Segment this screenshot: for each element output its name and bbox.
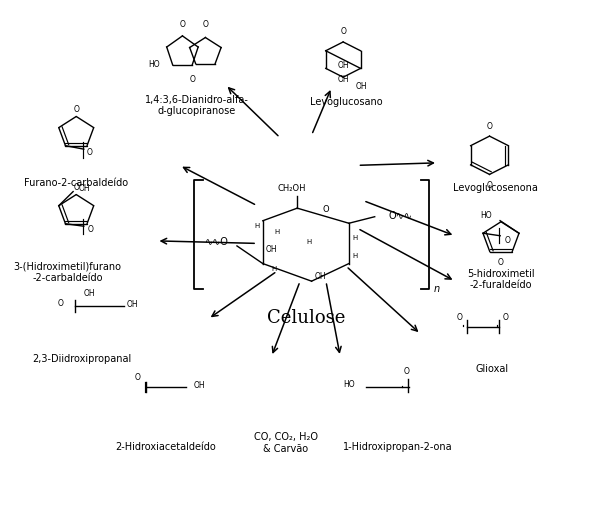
Text: O: O <box>498 258 504 267</box>
Text: n: n <box>434 284 440 294</box>
Text: 1-Hidroxipropan-2-ona: 1-Hidroxipropan-2-ona <box>343 442 453 453</box>
Text: CO, CO₂, H₂O
& Carvão: CO, CO₂, H₂O & Carvão <box>254 432 318 454</box>
Text: CH₂OH: CH₂OH <box>277 184 306 193</box>
Text: 3-(Hidroximetil)furano
-2-carbaldeído: 3-(Hidroximetil)furano -2-carbaldeído <box>14 261 122 283</box>
Text: O: O <box>404 367 409 376</box>
Text: O: O <box>180 20 185 29</box>
Text: O: O <box>73 183 79 192</box>
Text: O: O <box>87 225 93 234</box>
Text: O: O <box>487 181 493 190</box>
Text: HO: HO <box>480 211 491 220</box>
Text: H: H <box>352 253 357 259</box>
Text: O: O <box>73 105 79 114</box>
Text: O: O <box>340 27 346 36</box>
Text: OH: OH <box>266 245 277 254</box>
Text: O: O <box>504 237 510 245</box>
Text: OH: OH <box>127 301 139 309</box>
Text: H: H <box>272 266 277 271</box>
Text: HO: HO <box>148 60 159 69</box>
Text: Levoglucosano: Levoglucosano <box>310 97 382 108</box>
Text: OH: OH <box>337 61 349 70</box>
Text: H: H <box>306 239 311 245</box>
Text: O: O <box>202 20 208 29</box>
Text: H: H <box>254 223 260 229</box>
Text: O: O <box>87 148 93 157</box>
Text: 2-Hidroxiacetaldeído: 2-Hidroxiacetaldeído <box>115 442 216 453</box>
Text: O: O <box>503 313 509 322</box>
Text: OH: OH <box>193 381 205 390</box>
Text: H: H <box>352 236 357 241</box>
Text: OH: OH <box>337 75 349 84</box>
Text: 1,4:3,6-Dianidro-alfa-
d-glucopiranose: 1,4:3,6-Dianidro-alfa- d-glucopiranose <box>145 95 249 116</box>
Text: 2,3-Diidroxipropanal: 2,3-Diidroxipropanal <box>32 354 131 364</box>
Text: OH: OH <box>84 289 96 298</box>
Text: Celulose: Celulose <box>267 309 345 327</box>
Text: O: O <box>190 75 196 84</box>
Text: O: O <box>58 300 64 308</box>
Text: OH: OH <box>79 184 91 193</box>
Text: H: H <box>275 229 280 235</box>
Text: 5-hidroximetil
-2-furaldeído: 5-hidroximetil -2-furaldeído <box>467 269 535 290</box>
Text: O: O <box>457 313 463 322</box>
Text: O: O <box>322 205 329 214</box>
Text: ∿∿O: ∿∿O <box>205 237 229 247</box>
Text: HO: HO <box>343 380 355 389</box>
Text: O∿∿: O∿∿ <box>389 211 413 221</box>
Text: O: O <box>487 121 493 131</box>
Text: OH: OH <box>315 272 326 281</box>
Text: Levoglucosenona: Levoglucosenona <box>453 183 538 193</box>
Text: Furano-2-carbaldeído: Furano-2-carbaldeído <box>24 178 128 188</box>
Text: OH: OH <box>356 82 368 92</box>
Text: O: O <box>135 373 141 382</box>
Text: Glioxal: Glioxal <box>476 365 509 374</box>
